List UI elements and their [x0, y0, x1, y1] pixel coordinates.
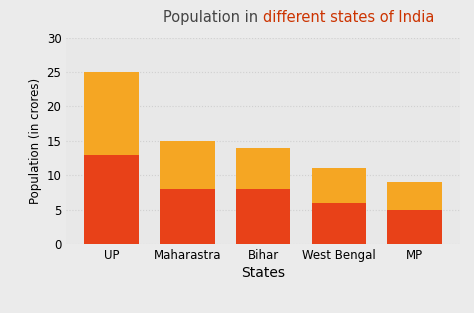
- Bar: [311, 168, 366, 203]
- Bar: [387, 182, 442, 210]
- Y-axis label: Population (in crores): Population (in crores): [29, 78, 43, 204]
- X-axis label: States: States: [241, 266, 285, 280]
- Bar: [236, 189, 291, 244]
- Bar: [387, 210, 442, 244]
- Bar: [160, 141, 215, 189]
- Text: Population in: Population in: [164, 10, 263, 25]
- Bar: [84, 155, 139, 244]
- Bar: [236, 148, 291, 189]
- Bar: [160, 189, 215, 244]
- Text: different states of India: different states of India: [263, 10, 435, 25]
- Bar: [84, 72, 139, 155]
- Bar: [311, 203, 366, 244]
